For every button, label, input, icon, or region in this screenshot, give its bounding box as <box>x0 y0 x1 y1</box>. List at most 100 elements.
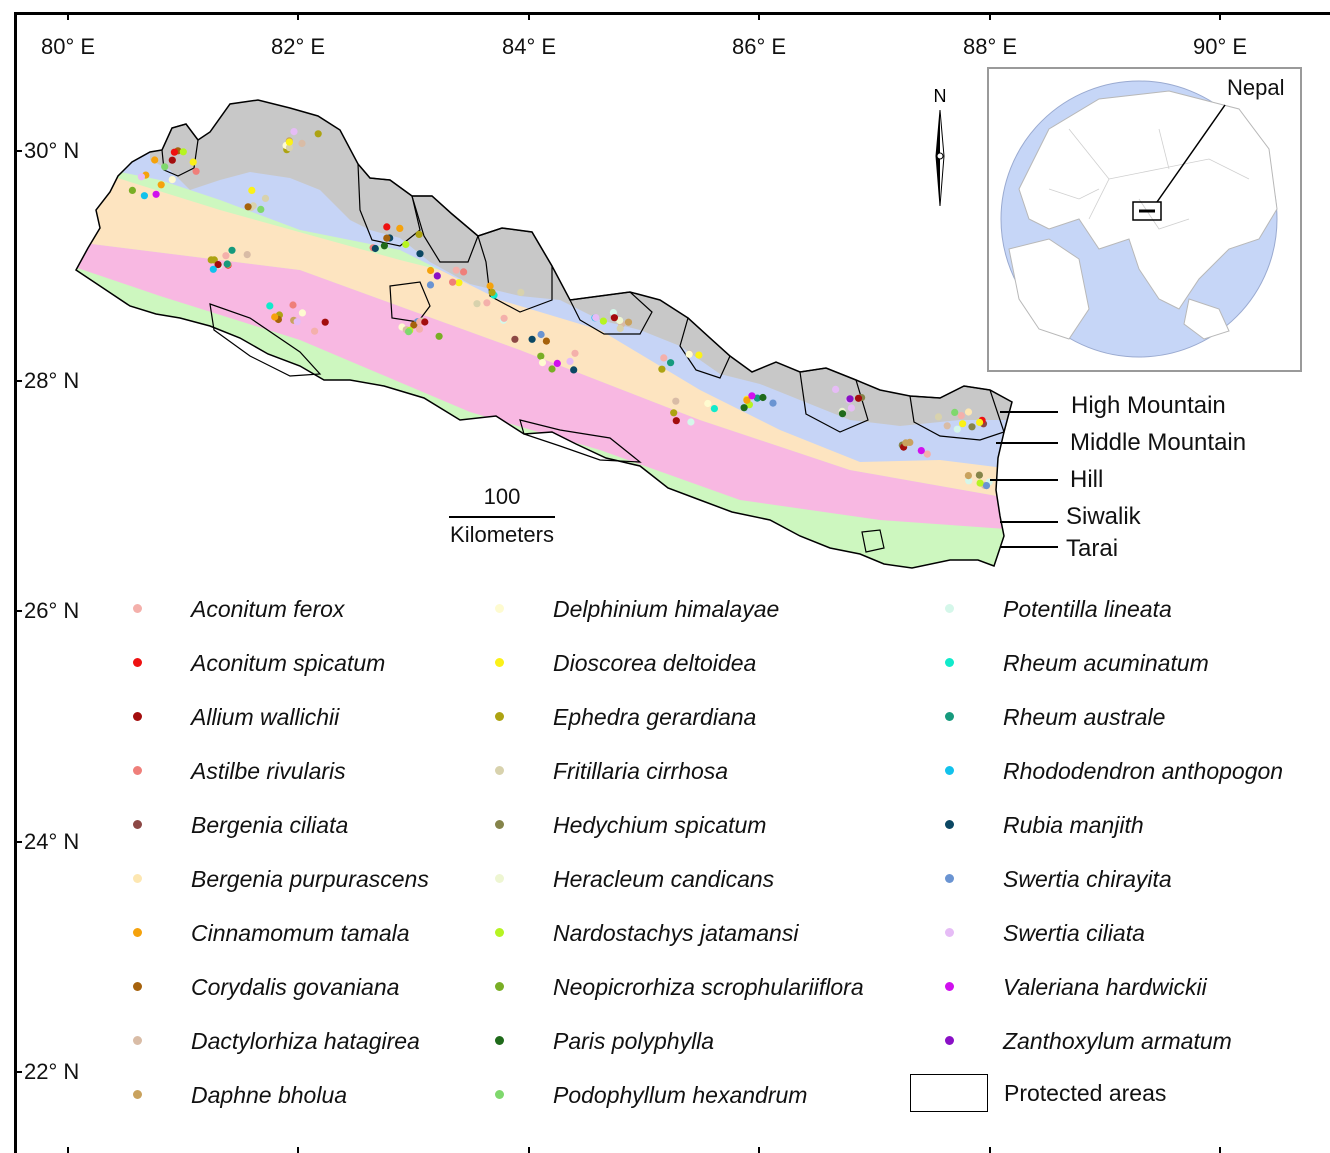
occurrence-point <box>298 139 306 147</box>
occurrence-point <box>953 425 961 433</box>
occurrence-point <box>847 404 856 412</box>
latitude-tick <box>14 610 22 612</box>
occurrence-point <box>207 256 215 264</box>
bottom-tick <box>67 1147 69 1153</box>
occurrence-point <box>975 471 984 479</box>
occurrence-point <box>228 246 236 254</box>
occurrence-point <box>542 337 551 345</box>
occurrence-point <box>426 281 435 289</box>
legend-label: Valeriana hardwickii <box>1003 974 1207 1000</box>
occurrence-point <box>152 190 160 198</box>
occurrence-point <box>161 163 169 171</box>
occurrence-point <box>846 395 854 403</box>
legend-label: Aconitum ferox <box>191 596 345 622</box>
occurrence-point <box>592 314 600 322</box>
occurrence-point <box>244 203 252 211</box>
occurrence-point <box>396 224 404 232</box>
occurrence-point <box>570 366 578 374</box>
occurrence-point <box>209 265 217 273</box>
legend-label: Daphne bholua <box>191 1082 348 1108</box>
occurrence-point <box>410 321 418 329</box>
occurrence-point <box>951 408 959 416</box>
occurrence-point <box>483 299 491 307</box>
occurrence-point <box>599 317 608 325</box>
occurrence-point <box>214 261 222 269</box>
latitude-tick <box>14 380 22 382</box>
occurrence-point <box>740 404 748 412</box>
occurrence-point <box>151 156 159 164</box>
legend-swatch <box>133 874 142 883</box>
longitude-label: 82° E <box>270 34 326 59</box>
occurrence-point <box>380 242 388 250</box>
occurrence-point <box>934 413 943 421</box>
longitude-tick <box>989 12 991 20</box>
occurrence-point <box>371 244 379 253</box>
latitude-label: 28° N <box>24 368 80 393</box>
legend-label: Nardostachys jatamansi <box>553 920 799 946</box>
legend-label: Heracleum candicans <box>553 866 775 892</box>
occurrence-point <box>566 357 574 365</box>
legend-label: Cinnamomum tamala <box>191 920 410 946</box>
nepal-map <box>75 99 1013 569</box>
occurrence-point <box>982 482 991 490</box>
occurrence-point <box>704 399 712 408</box>
occurrence-point <box>672 397 680 405</box>
occurrence-point <box>923 450 931 458</box>
occurrence-point <box>917 447 925 455</box>
legend-label: Zanthoxylum armatum <box>1003 1028 1232 1054</box>
occurrence-point <box>685 350 693 358</box>
occurrence-point <box>285 144 294 152</box>
legend-swatch <box>133 604 142 613</box>
longitude-tick <box>297 12 299 20</box>
occurrence-point <box>383 234 391 242</box>
occurrence-point <box>553 359 561 367</box>
zone-label-siwalik: Siwalik <box>1066 503 1141 530</box>
occurrence-point <box>616 316 624 325</box>
occurrence-point <box>658 365 666 373</box>
occurrence-point <box>222 252 230 260</box>
occurrence-point <box>538 359 547 367</box>
occurrence-point <box>311 327 319 335</box>
occurrence-point <box>427 266 435 275</box>
occurrence-point <box>976 418 984 426</box>
bottom-tick <box>297 1147 299 1153</box>
occurrence-point <box>179 148 187 156</box>
occurrence-point <box>140 192 148 200</box>
legend-swatch <box>133 1090 142 1099</box>
legend-label: Ephedra gerardiana <box>553 704 757 730</box>
occurrence-point <box>415 230 423 238</box>
legend-label: Delphinium himalayae <box>553 596 780 622</box>
latitude-tick <box>14 150 22 152</box>
latitude-tick <box>14 841 22 843</box>
legend-label: Rheum acuminatum <box>1003 650 1209 676</box>
occurrence-point <box>473 300 481 308</box>
legend-label: Paris polyphylla <box>553 1028 715 1054</box>
occurrence-point <box>290 128 298 136</box>
occurrence-point <box>168 176 176 184</box>
occurrence-point <box>670 409 678 417</box>
occurrence-point <box>968 423 976 431</box>
occurrence-point <box>672 417 680 425</box>
occurrence-point <box>170 148 178 156</box>
longitude-tick <box>758 12 760 20</box>
eurasia-landmass <box>1018 90 1278 310</box>
longitude-label: 86° E <box>731 34 787 59</box>
legend-label: Bergenia ciliata <box>191 812 349 838</box>
occurrence-point <box>571 349 579 357</box>
legend-swatch <box>945 874 954 883</box>
protected-areas-swatch <box>910 1074 988 1112</box>
occurrence-point <box>192 167 200 175</box>
legend-swatch <box>495 712 504 721</box>
occurrence-point <box>624 318 633 326</box>
longitude-label: 84° E <box>501 34 557 59</box>
legend-label: Dioscorea deltoidea <box>553 650 757 676</box>
legend-label: Rheum australe <box>1003 704 1166 730</box>
legend-swatch <box>495 820 504 829</box>
legend-swatch <box>133 658 142 667</box>
legend-swatch <box>945 604 954 613</box>
occurrence-point <box>528 335 536 343</box>
zone-label-tarai: Tarai <box>1066 535 1119 562</box>
inset-nepal-label: Nepal <box>1227 75 1285 100</box>
legend-label: Neopicrorhiza scrophulariiflora <box>553 974 864 1000</box>
occurrence-point <box>285 138 293 146</box>
